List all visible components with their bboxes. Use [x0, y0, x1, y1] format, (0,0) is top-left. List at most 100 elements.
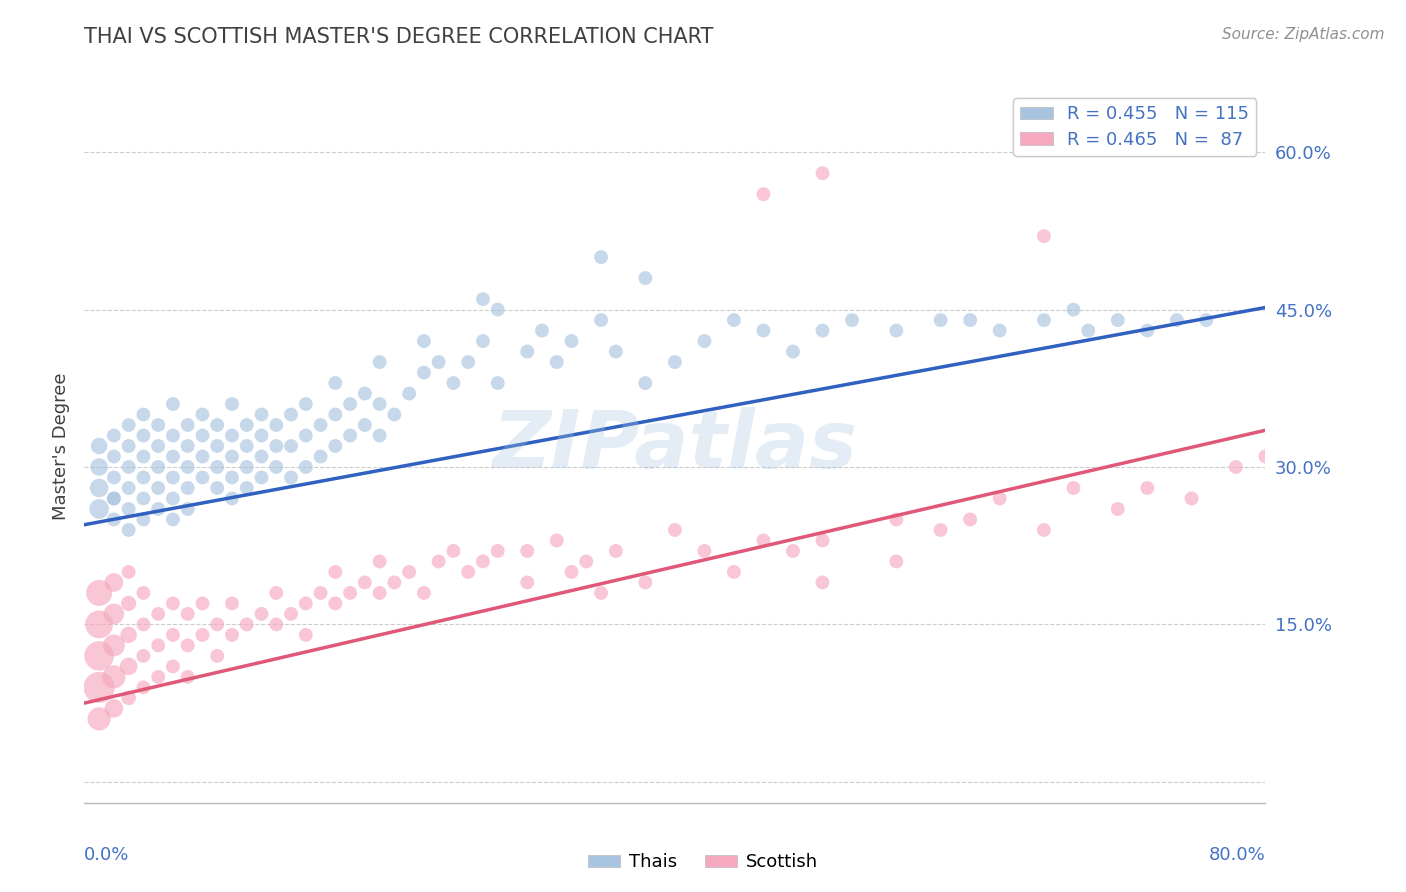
Point [295, 596, 318, 610]
Point [398, 386, 420, 401]
Point [132, 470, 155, 484]
Point [634, 271, 657, 285]
Point [250, 450, 273, 464]
Point [87, 586, 111, 600]
Point [354, 386, 377, 401]
Point [441, 544, 464, 558]
Point [205, 460, 228, 475]
Point [1195, 313, 1218, 327]
Point [103, 512, 125, 526]
Point [250, 470, 273, 484]
Point [1032, 229, 1054, 244]
Point [486, 302, 509, 317]
Point [264, 417, 288, 432]
Point [988, 324, 1011, 338]
Point [118, 481, 141, 495]
Point [148, 481, 170, 495]
Text: 80.0%: 80.0% [1209, 846, 1265, 863]
Point [205, 417, 228, 432]
Point [205, 648, 228, 663]
Point [87, 439, 111, 453]
Point [664, 523, 686, 537]
Point [205, 439, 228, 453]
Text: THAI VS SCOTTISH MASTER'S DEGREE CORRELATION CHART: THAI VS SCOTTISH MASTER'S DEGREE CORRELA… [84, 27, 714, 46]
Point [309, 417, 332, 432]
Point [382, 575, 406, 590]
Point [295, 428, 318, 442]
Point [221, 628, 243, 642]
Point [457, 355, 479, 369]
Point [118, 690, 141, 705]
Point [605, 344, 627, 359]
Point [959, 313, 981, 327]
Point [782, 544, 804, 558]
Point [295, 397, 318, 411]
Point [162, 491, 184, 506]
Point [339, 586, 361, 600]
Point [264, 586, 288, 600]
Point [103, 450, 125, 464]
Point [516, 344, 538, 359]
Point [280, 607, 302, 621]
Point [177, 607, 200, 621]
Point [560, 334, 583, 348]
Point [103, 701, 125, 715]
Legend: Thais, Scottish: Thais, Scottish [581, 847, 825, 879]
Point [811, 166, 834, 180]
Point [132, 648, 155, 663]
Point [309, 586, 332, 600]
Point [103, 491, 125, 506]
Point [472, 554, 495, 568]
Point [427, 355, 450, 369]
Point [472, 292, 495, 306]
Point [205, 481, 228, 495]
Point [103, 575, 125, 590]
Point [752, 533, 775, 548]
Point [752, 324, 775, 338]
Point [575, 554, 598, 568]
Point [1063, 481, 1085, 495]
Point [103, 428, 125, 442]
Point [87, 648, 111, 663]
Point [205, 617, 228, 632]
Point [177, 460, 200, 475]
Point [841, 313, 863, 327]
Point [132, 586, 155, 600]
Point [323, 439, 347, 453]
Point [235, 439, 259, 453]
Point [811, 324, 834, 338]
Point [1136, 481, 1159, 495]
Point [191, 450, 214, 464]
Point [250, 428, 273, 442]
Point [221, 470, 243, 484]
Text: 0.0%: 0.0% [84, 846, 129, 863]
Point [295, 628, 318, 642]
Point [530, 324, 553, 338]
Point [280, 408, 302, 422]
Point [382, 408, 406, 422]
Point [221, 428, 243, 442]
Point [162, 470, 184, 484]
Point [162, 397, 184, 411]
Point [354, 417, 377, 432]
Point [235, 460, 259, 475]
Point [118, 523, 141, 537]
Point [118, 628, 141, 642]
Point [191, 628, 214, 642]
Point [148, 502, 170, 516]
Point [516, 575, 538, 590]
Point [148, 439, 170, 453]
Point [132, 512, 155, 526]
Point [280, 470, 302, 484]
Point [132, 617, 155, 632]
Point [148, 417, 170, 432]
Point [1107, 502, 1129, 516]
Point [1225, 460, 1247, 475]
Point [605, 544, 627, 558]
Point [264, 617, 288, 632]
Point [132, 428, 155, 442]
Point [811, 575, 834, 590]
Point [191, 470, 214, 484]
Point [118, 565, 141, 579]
Point [323, 596, 347, 610]
